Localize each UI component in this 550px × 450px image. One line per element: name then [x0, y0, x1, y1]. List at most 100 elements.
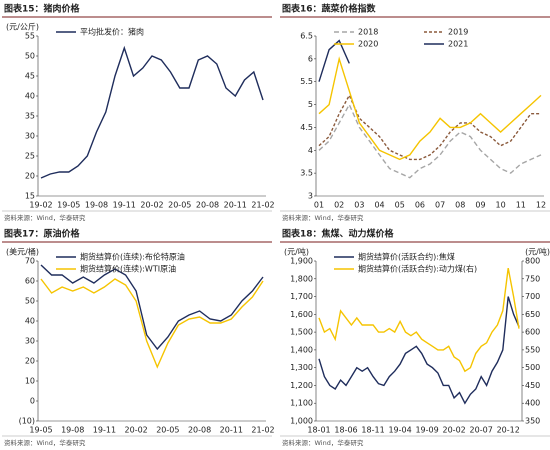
chart-title: 图表16：蔬菜价格指数 — [282, 3, 377, 15]
y-tick-label: 3 — [308, 192, 313, 201]
y-tick-label: 20 — [25, 357, 35, 366]
x-tick-label: 19-11 — [113, 201, 136, 210]
y-tick-label: 15 — [25, 192, 35, 201]
y-tick-label: 1,200 — [290, 381, 313, 390]
x-tick-label: 08 — [455, 201, 465, 210]
series-line — [40, 264, 264, 351]
x-tick-label: 20-02 — [140, 201, 163, 210]
x-tick-label: 19-08 — [85, 201, 108, 210]
y-tick-label: 60 — [25, 277, 35, 286]
source-note: 资料来源：Wind，华泰研究 — [4, 213, 86, 222]
y-tick-label: 4 — [308, 146, 313, 155]
series-line — [318, 56, 542, 161]
y2-tick-label: 550 — [525, 345, 540, 354]
y-tick-label: 1,600 — [290, 310, 313, 319]
source-note: 资料来源：Wind，华泰研究 — [4, 438, 86, 447]
y2-tick-label: 400 — [525, 399, 540, 408]
x-tick-label: 09 — [475, 201, 485, 210]
x-tick-label: 07 — [435, 201, 445, 210]
x-tick-label: 10 — [496, 201, 506, 210]
x-tick-label: 19-05 — [29, 426, 52, 435]
y-tick-label: 1,900 — [290, 257, 313, 266]
x-tick-label: 20-11 — [220, 426, 243, 435]
y2-tick-label: 600 — [525, 328, 540, 337]
chart-title: 图表15：猪肉价格 — [4, 3, 81, 15]
chart-title: 图表17：原油价格 — [4, 228, 81, 240]
y-tick-label: (10) — [19, 417, 35, 426]
legend-label: 2020 — [358, 40, 378, 49]
series-line — [40, 45, 264, 179]
x-tick-label: 20-02 — [443, 426, 466, 435]
x-tick-label: 18-06 — [334, 426, 357, 435]
legend-label: 期货结算价(连续):布伦特原油 — [80, 252, 185, 262]
x-tick-label: 06 — [415, 201, 425, 210]
x-tick-label: 19-04 — [388, 426, 411, 435]
y-tick-label: 40 — [25, 92, 35, 101]
x-tick-label: 11 — [516, 201, 526, 210]
x-tick-label: 03 — [354, 201, 364, 210]
series-line — [318, 267, 520, 373]
x-tick-label: 02 — [334, 201, 344, 210]
x-tick-label: 20-05 — [168, 201, 191, 210]
y-tick-label: 1,000 — [290, 417, 313, 426]
y-axis-label: (元/吨) — [284, 247, 309, 257]
y-tick-label: 50 — [25, 297, 35, 306]
x-tick-label: 20-12 — [497, 426, 520, 435]
y-tick-label: 5 — [308, 100, 313, 109]
series-line — [318, 39, 350, 82]
y-tick-label: 55 — [25, 32, 35, 41]
x-tick-label: 12 — [536, 201, 546, 210]
y-tick-label: 1,300 — [290, 363, 313, 372]
x-tick-label: 20-08 — [188, 426, 211, 435]
y-tick-label: 1,500 — [290, 328, 313, 337]
x-tick-label: 19-08 — [61, 426, 84, 435]
x-tick-label: 01 — [314, 201, 324, 210]
y-tick-label: 25 — [25, 152, 35, 161]
y-tick-label: 50 — [25, 52, 35, 61]
y2-tick-label: 450 — [525, 381, 540, 390]
x-tick-label: 19-11 — [93, 426, 116, 435]
y-tick-label: 30 — [25, 337, 35, 346]
y-tick-label: 20 — [25, 172, 35, 181]
y-tick-label: 1,800 — [290, 274, 313, 283]
legend-label: 期货结算价(连续):WTI原油 — [80, 264, 176, 274]
y-tick-label: 40 — [25, 317, 35, 326]
series-line — [40, 278, 264, 369]
x-tick-label: 21-02 — [251, 426, 274, 435]
series-line — [318, 93, 541, 161]
series-line — [318, 296, 520, 405]
y-tick-label: 1,100 — [290, 399, 313, 408]
source-note: 资料来源：Wind，华泰研究 — [282, 438, 364, 447]
y-tick-label: 6 — [308, 54, 313, 63]
x-tick-label: 20-08 — [196, 201, 219, 210]
x-tick-label: 19-02 — [29, 201, 52, 210]
y-axis-label: (美元/桶) — [6, 247, 39, 257]
y-tick-label: 45 — [25, 72, 35, 81]
x-tick-label: 21-02 — [251, 201, 274, 210]
y-axis-label: (元/公斤) — [6, 22, 39, 32]
x-tick-label: 19-05 — [57, 201, 80, 210]
y2-tick-label: 350 — [525, 417, 540, 426]
x-tick-label: 20-02 — [125, 426, 148, 435]
y2-tick-label: 800 — [525, 257, 540, 266]
legend-label: 期货结算价(活跃合约):焦煤 — [358, 252, 455, 262]
y-tick-label: 4.5 — [300, 123, 313, 132]
chart-title: 图表18：焦煤、动力煤价格 — [282, 228, 395, 240]
y-tick-label: 30 — [25, 132, 35, 141]
y-tick-label: 35 — [25, 112, 35, 121]
legend-label: 2019 — [448, 28, 468, 37]
x-tick-label: 18-01 — [307, 426, 330, 435]
y-tick-label: 6.5 — [300, 32, 313, 41]
y2-tick-label: 700 — [525, 292, 540, 301]
y-tick-label: 1,700 — [290, 292, 313, 301]
series-line — [318, 103, 542, 179]
legend-label: 2021 — [448, 40, 468, 49]
y2-tick-label: 650 — [525, 310, 540, 319]
y-tick-label: 10 — [25, 377, 35, 386]
y2-tick-label: 750 — [525, 274, 540, 283]
x-tick-label: 19-09 — [415, 426, 438, 435]
x-tick-label: 20-07 — [470, 426, 493, 435]
x-tick-label: 20-11 — [224, 201, 247, 210]
y2-axis-label: (元/吨) — [525, 247, 550, 257]
